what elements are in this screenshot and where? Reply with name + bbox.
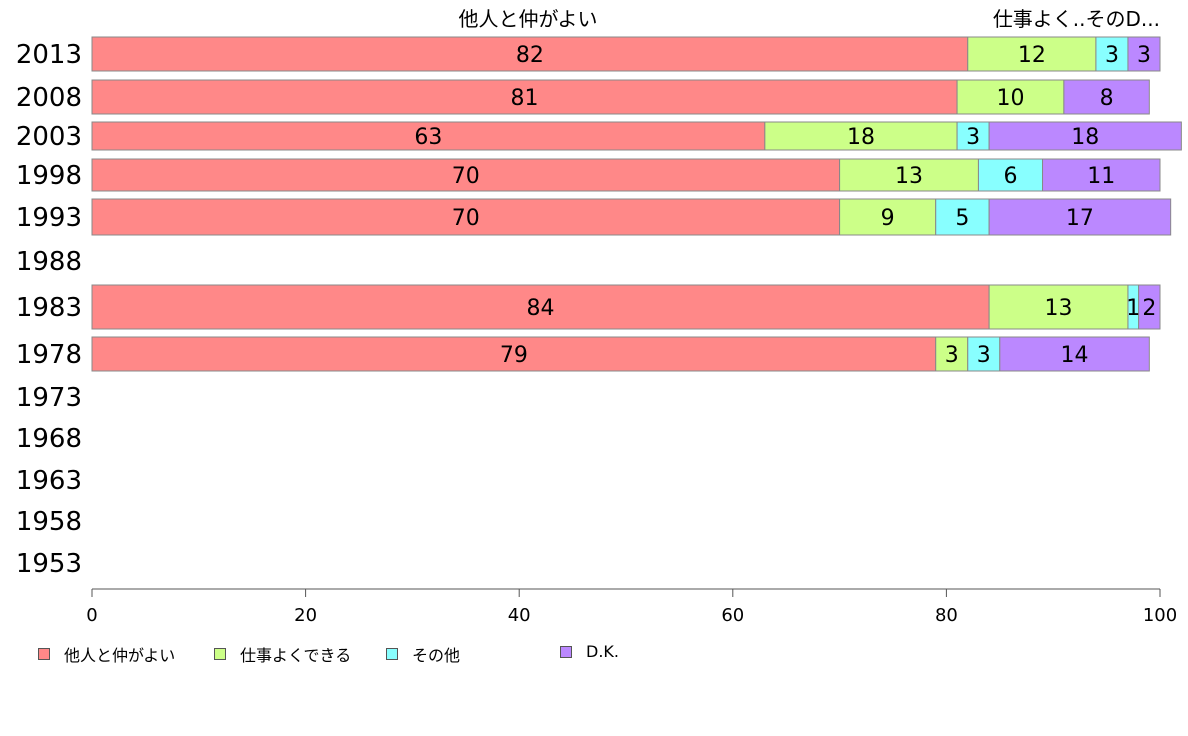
bar-label-2003-0: 63 [414, 125, 442, 150]
bars [91, 36, 1182, 372]
bar-label-1993-3: 17 [1066, 206, 1094, 231]
bar-1978-3 [999, 336, 1150, 372]
bar-label-2008-1: 10 [996, 86, 1024, 111]
bar-label-1998-3: 11 [1087, 164, 1115, 189]
bar-label-1993-2: 5 [955, 206, 969, 231]
year-label-1998: 1998 [16, 161, 82, 191]
bar-2013-1 [967, 36, 1097, 72]
bar-label-2008-3: 8 [1100, 86, 1114, 111]
bar-1978-0 [91, 336, 937, 372]
legend-item-1: 仕事よくできる [214, 642, 351, 666]
year-labels: 2013 2008 2003 1998 1993 1988 1983 1978 1973 1968… [16, 40, 82, 579]
x-tick-label-60: 60 [721, 605, 744, 626]
year-label-1988: 1988 [16, 247, 82, 277]
legend-item-3: D.K. [560, 642, 619, 661]
bar-1993-0 [91, 198, 841, 236]
bar-2008-3 [1063, 79, 1150, 115]
bar-label-2003-1: 18 [847, 125, 875, 150]
bar-label-1978-2: 3 [977, 343, 991, 368]
bar-2003-0 [91, 121, 766, 151]
bar-2003-3 [988, 121, 1182, 151]
legend-swatch-3 [560, 645, 572, 658]
year-label-1978: 1978 [16, 340, 82, 370]
bar-label-1983-3: 2 [1142, 296, 1156, 321]
top-label-0: 他人と仲がよい [459, 7, 598, 31]
bar-label-2013-0: 82 [516, 43, 544, 68]
bar-label-1983-1: 13 [1045, 296, 1073, 321]
x-tick-label-100: 100 [1143, 605, 1177, 626]
bar-label-1983-0: 84 [527, 296, 555, 321]
bar-1978-1 [935, 336, 969, 372]
bar-1983-3 [1138, 284, 1161, 330]
bar-1998-3 [1042, 158, 1161, 192]
bar-label-2013-1: 12 [1018, 43, 1046, 68]
legend-swatch-0 [38, 648, 50, 660]
legend-item-0: 他人と仲がよい [38, 642, 175, 666]
legend: 他人と仲がよい 仕事よくできる その他 D.K. [38, 642, 658, 666]
legend-item-2: その他 [386, 642, 460, 666]
legend-label-3: D.K. [586, 642, 619, 661]
bar-label-1998-2: 6 [1003, 164, 1017, 189]
legend-swatch-2 [386, 648, 398, 660]
bar-2008-0 [91, 79, 958, 115]
legend-label-0: 他人と仲がよい [64, 646, 176, 665]
bar-label-2003-3: 18 [1071, 125, 1099, 150]
bar-label-1993-1: 9 [881, 206, 895, 231]
bar-2013-3 [1127, 36, 1161, 72]
x-axis: 0 20 40 60 80 100 [86, 588, 1177, 626]
legend-swatch-1 [214, 648, 226, 660]
bar-1993-2 [935, 198, 990, 236]
legend-label-1: 仕事よくできる [240, 646, 352, 665]
year-label-1963: 1963 [16, 466, 82, 496]
top-label-1: 仕事よく..そのD... [993, 7, 1160, 31]
bar-2003-2 [956, 121, 990, 151]
bar-label-2013-3: 3 [1137, 43, 1151, 68]
bar-1978-2 [967, 336, 1001, 372]
bar-1998-2 [977, 158, 1044, 192]
x-tick-label-40: 40 [508, 605, 531, 626]
legend-label-2: その他 [412, 646, 461, 665]
bar-1993-3 [988, 198, 1172, 236]
year-label-1958: 1958 [16, 507, 82, 537]
bar-label-1998-0: 70 [452, 164, 480, 189]
year-label-1983: 1983 [16, 293, 82, 323]
year-label-2003: 2003 [16, 122, 82, 152]
bar-1993-1 [839, 198, 937, 236]
bar-label-2008-0: 81 [511, 86, 539, 111]
year-label-1968: 1968 [16, 424, 82, 454]
bar-label-1983-2: 1 [1126, 296, 1140, 321]
bar-label-2013-2: 3 [1105, 43, 1119, 68]
year-label-1953: 1953 [16, 549, 82, 579]
bar-2003-1 [764, 121, 958, 151]
year-label-2008: 2008 [16, 83, 82, 113]
bar-1983-1 [988, 284, 1129, 330]
bar-label-2003-2: 3 [966, 125, 980, 150]
bar-2013-0 [91, 36, 969, 72]
bar-label-1998-1: 13 [895, 164, 923, 189]
bar-label-1978-0: 79 [500, 343, 528, 368]
bar-2013-2 [1095, 36, 1129, 72]
bar-label-1978-1: 3 [945, 343, 959, 368]
bar-1983-0 [91, 284, 990, 330]
x-tick-label-80: 80 [935, 605, 958, 626]
bar-1998-1 [839, 158, 979, 192]
bar-label-1993-0: 70 [452, 206, 480, 231]
bar-label-1978-3: 14 [1061, 343, 1089, 368]
year-label-2013: 2013 [16, 40, 82, 70]
year-label-1973: 1973 [16, 383, 82, 413]
year-label-1993: 1993 [16, 203, 82, 233]
bar-2008-1 [956, 79, 1065, 115]
bar-1998-0 [91, 158, 841, 192]
top-labels: 他人と仲がよい 仕事よく..そのD... [459, 7, 1161, 31]
x-tick-label-0: 0 [86, 605, 97, 626]
x-tick-label-20: 20 [294, 605, 317, 626]
